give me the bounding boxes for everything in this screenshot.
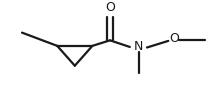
Text: N: N [134, 40, 143, 53]
Text: O: O [169, 32, 179, 45]
Text: O: O [105, 1, 115, 14]
